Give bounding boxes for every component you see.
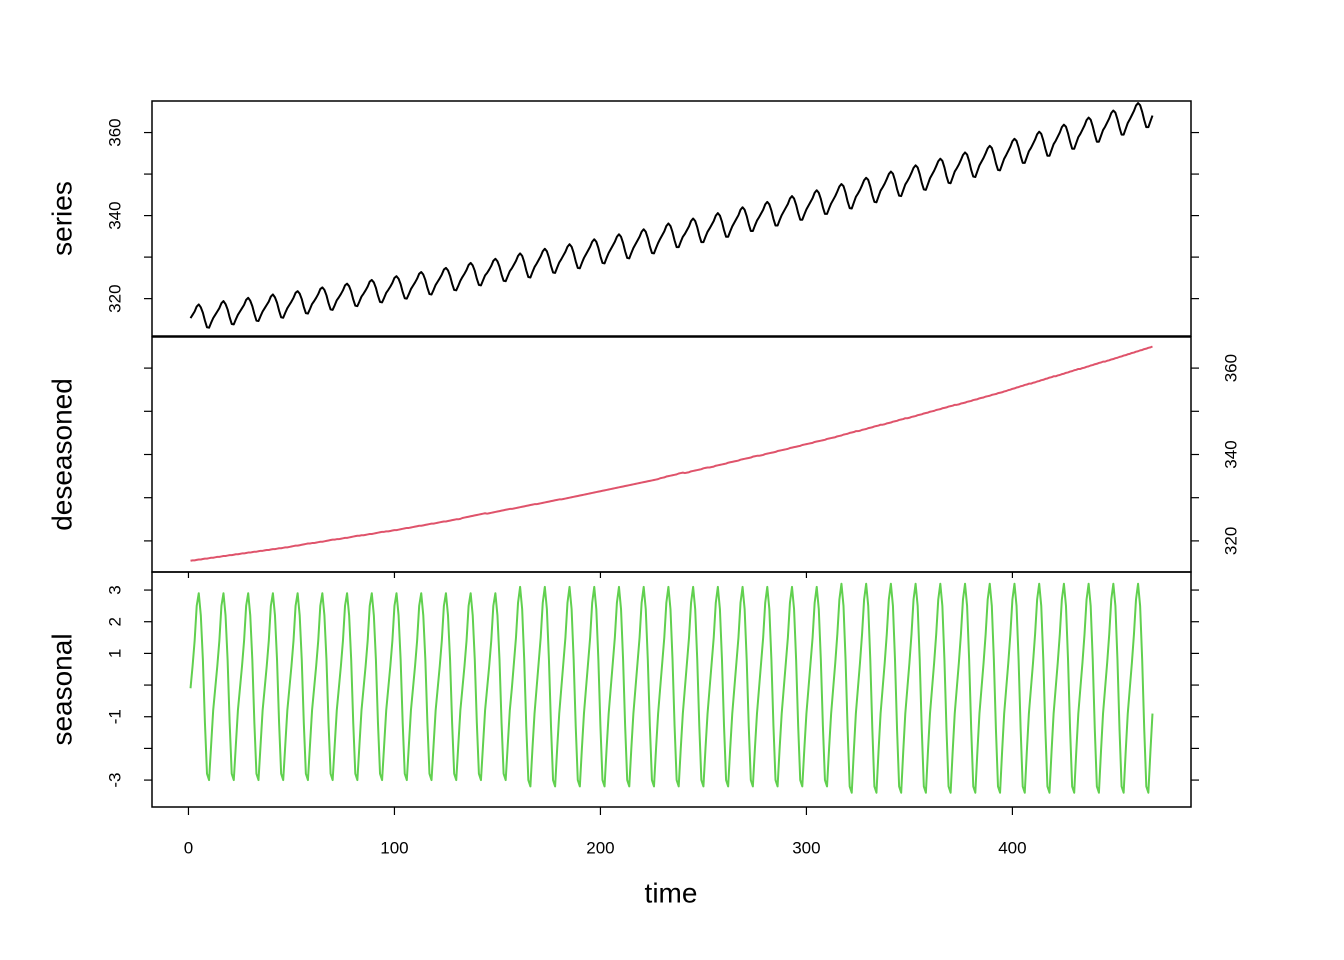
y-tick-label: 320 (1222, 527, 1241, 555)
y-tick-label: -1 (106, 709, 125, 724)
x-tick-label: 100 (380, 839, 408, 858)
y-tick-label: 360 (1222, 354, 1241, 382)
panel-frame (151, 571, 1192, 808)
y-tick-label: 360 (106, 118, 125, 146)
x-tick-label: 300 (792, 839, 820, 858)
data-line (190, 345, 1153, 562)
y-tick-label: 2 (106, 617, 125, 626)
data-line (189, 102, 1154, 329)
y-tick-label: 1 (106, 649, 125, 658)
data-line (189, 582, 1154, 794)
y-tick-label: 340 (1222, 440, 1241, 468)
y-axis-label: series (47, 181, 78, 256)
y-tick-label: 3 (106, 585, 125, 594)
panel-frame (151, 100, 1192, 337)
y-axis-label: deseasoned (47, 378, 78, 531)
y-axis-label: seasonal (47, 633, 78, 745)
x-tick-label: 0 (184, 839, 193, 858)
x-tick-label: 200 (586, 839, 614, 858)
x-tick-label: 400 (998, 839, 1026, 858)
y-tick-label: -3 (106, 773, 125, 788)
x-axis-label: time (645, 878, 698, 909)
y-tick-label: 320 (106, 284, 125, 312)
y-tick-label: 340 (106, 201, 125, 229)
panel-frame (151, 336, 1192, 573)
